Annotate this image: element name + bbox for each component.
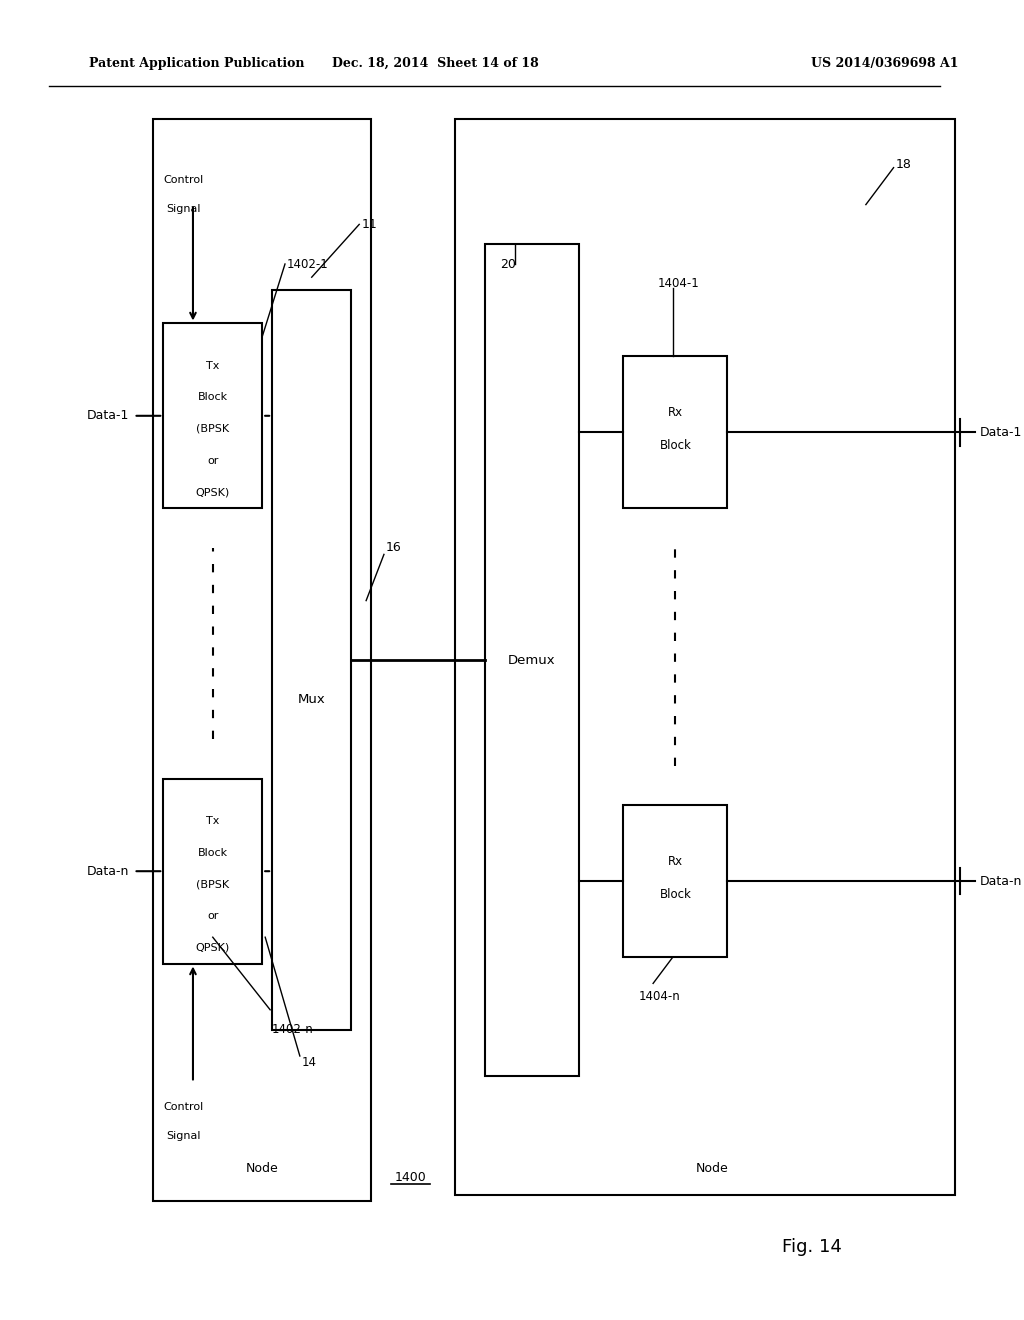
Text: Data-n: Data-n xyxy=(86,865,129,878)
Text: Block: Block xyxy=(659,440,691,451)
Text: 1404-n: 1404-n xyxy=(638,990,680,1003)
Text: Signal: Signal xyxy=(166,203,201,214)
Text: Block: Block xyxy=(198,392,227,403)
Text: Data-1: Data-1 xyxy=(86,409,129,422)
Text: 16: 16 xyxy=(386,541,401,554)
Text: 18: 18 xyxy=(896,158,911,172)
Text: 1402-1: 1402-1 xyxy=(287,257,329,271)
Text: Data-n: Data-n xyxy=(980,875,1022,887)
Text: (BPSK: (BPSK xyxy=(197,424,229,434)
Text: QPSK): QPSK) xyxy=(196,487,229,498)
Text: Signal: Signal xyxy=(166,1131,201,1142)
Text: Fig. 14: Fig. 14 xyxy=(781,1238,842,1257)
Text: Node: Node xyxy=(246,1162,279,1175)
Text: Patent Application Publication: Patent Application Publication xyxy=(89,57,304,70)
Bar xyxy=(163,323,262,508)
Text: Data-1: Data-1 xyxy=(980,426,1022,438)
Bar xyxy=(154,119,371,1201)
Text: 1400: 1400 xyxy=(395,1171,427,1184)
Text: or: or xyxy=(207,911,218,921)
Text: Block: Block xyxy=(198,847,227,858)
Text: 1404-1: 1404-1 xyxy=(658,277,699,290)
Text: 1402-n: 1402-n xyxy=(272,1023,314,1036)
Bar xyxy=(272,290,351,1030)
Text: Dec. 18, 2014  Sheet 14 of 18: Dec. 18, 2014 Sheet 14 of 18 xyxy=(332,57,539,70)
Text: Tx: Tx xyxy=(206,360,219,371)
Text: 20: 20 xyxy=(500,257,516,271)
Text: Rx: Rx xyxy=(668,855,683,867)
Text: Control: Control xyxy=(163,174,203,185)
Text: or: or xyxy=(207,455,218,466)
Text: Mux: Mux xyxy=(298,693,326,706)
Bar xyxy=(485,244,579,1076)
Bar xyxy=(456,119,955,1195)
Text: Tx: Tx xyxy=(206,816,219,826)
Text: Block: Block xyxy=(659,888,691,900)
Bar xyxy=(624,356,727,508)
Bar xyxy=(624,805,727,957)
Text: Demux: Demux xyxy=(508,653,556,667)
Bar xyxy=(163,779,262,964)
Text: 11: 11 xyxy=(361,218,377,231)
Text: 14: 14 xyxy=(302,1056,316,1069)
Text: Rx: Rx xyxy=(668,407,683,418)
Text: QPSK): QPSK) xyxy=(196,942,229,953)
Text: (BPSK: (BPSK xyxy=(197,879,229,890)
Text: US 2014/0369698 A1: US 2014/0369698 A1 xyxy=(811,57,958,70)
Text: Node: Node xyxy=(696,1162,729,1175)
Text: Control: Control xyxy=(163,1102,203,1113)
